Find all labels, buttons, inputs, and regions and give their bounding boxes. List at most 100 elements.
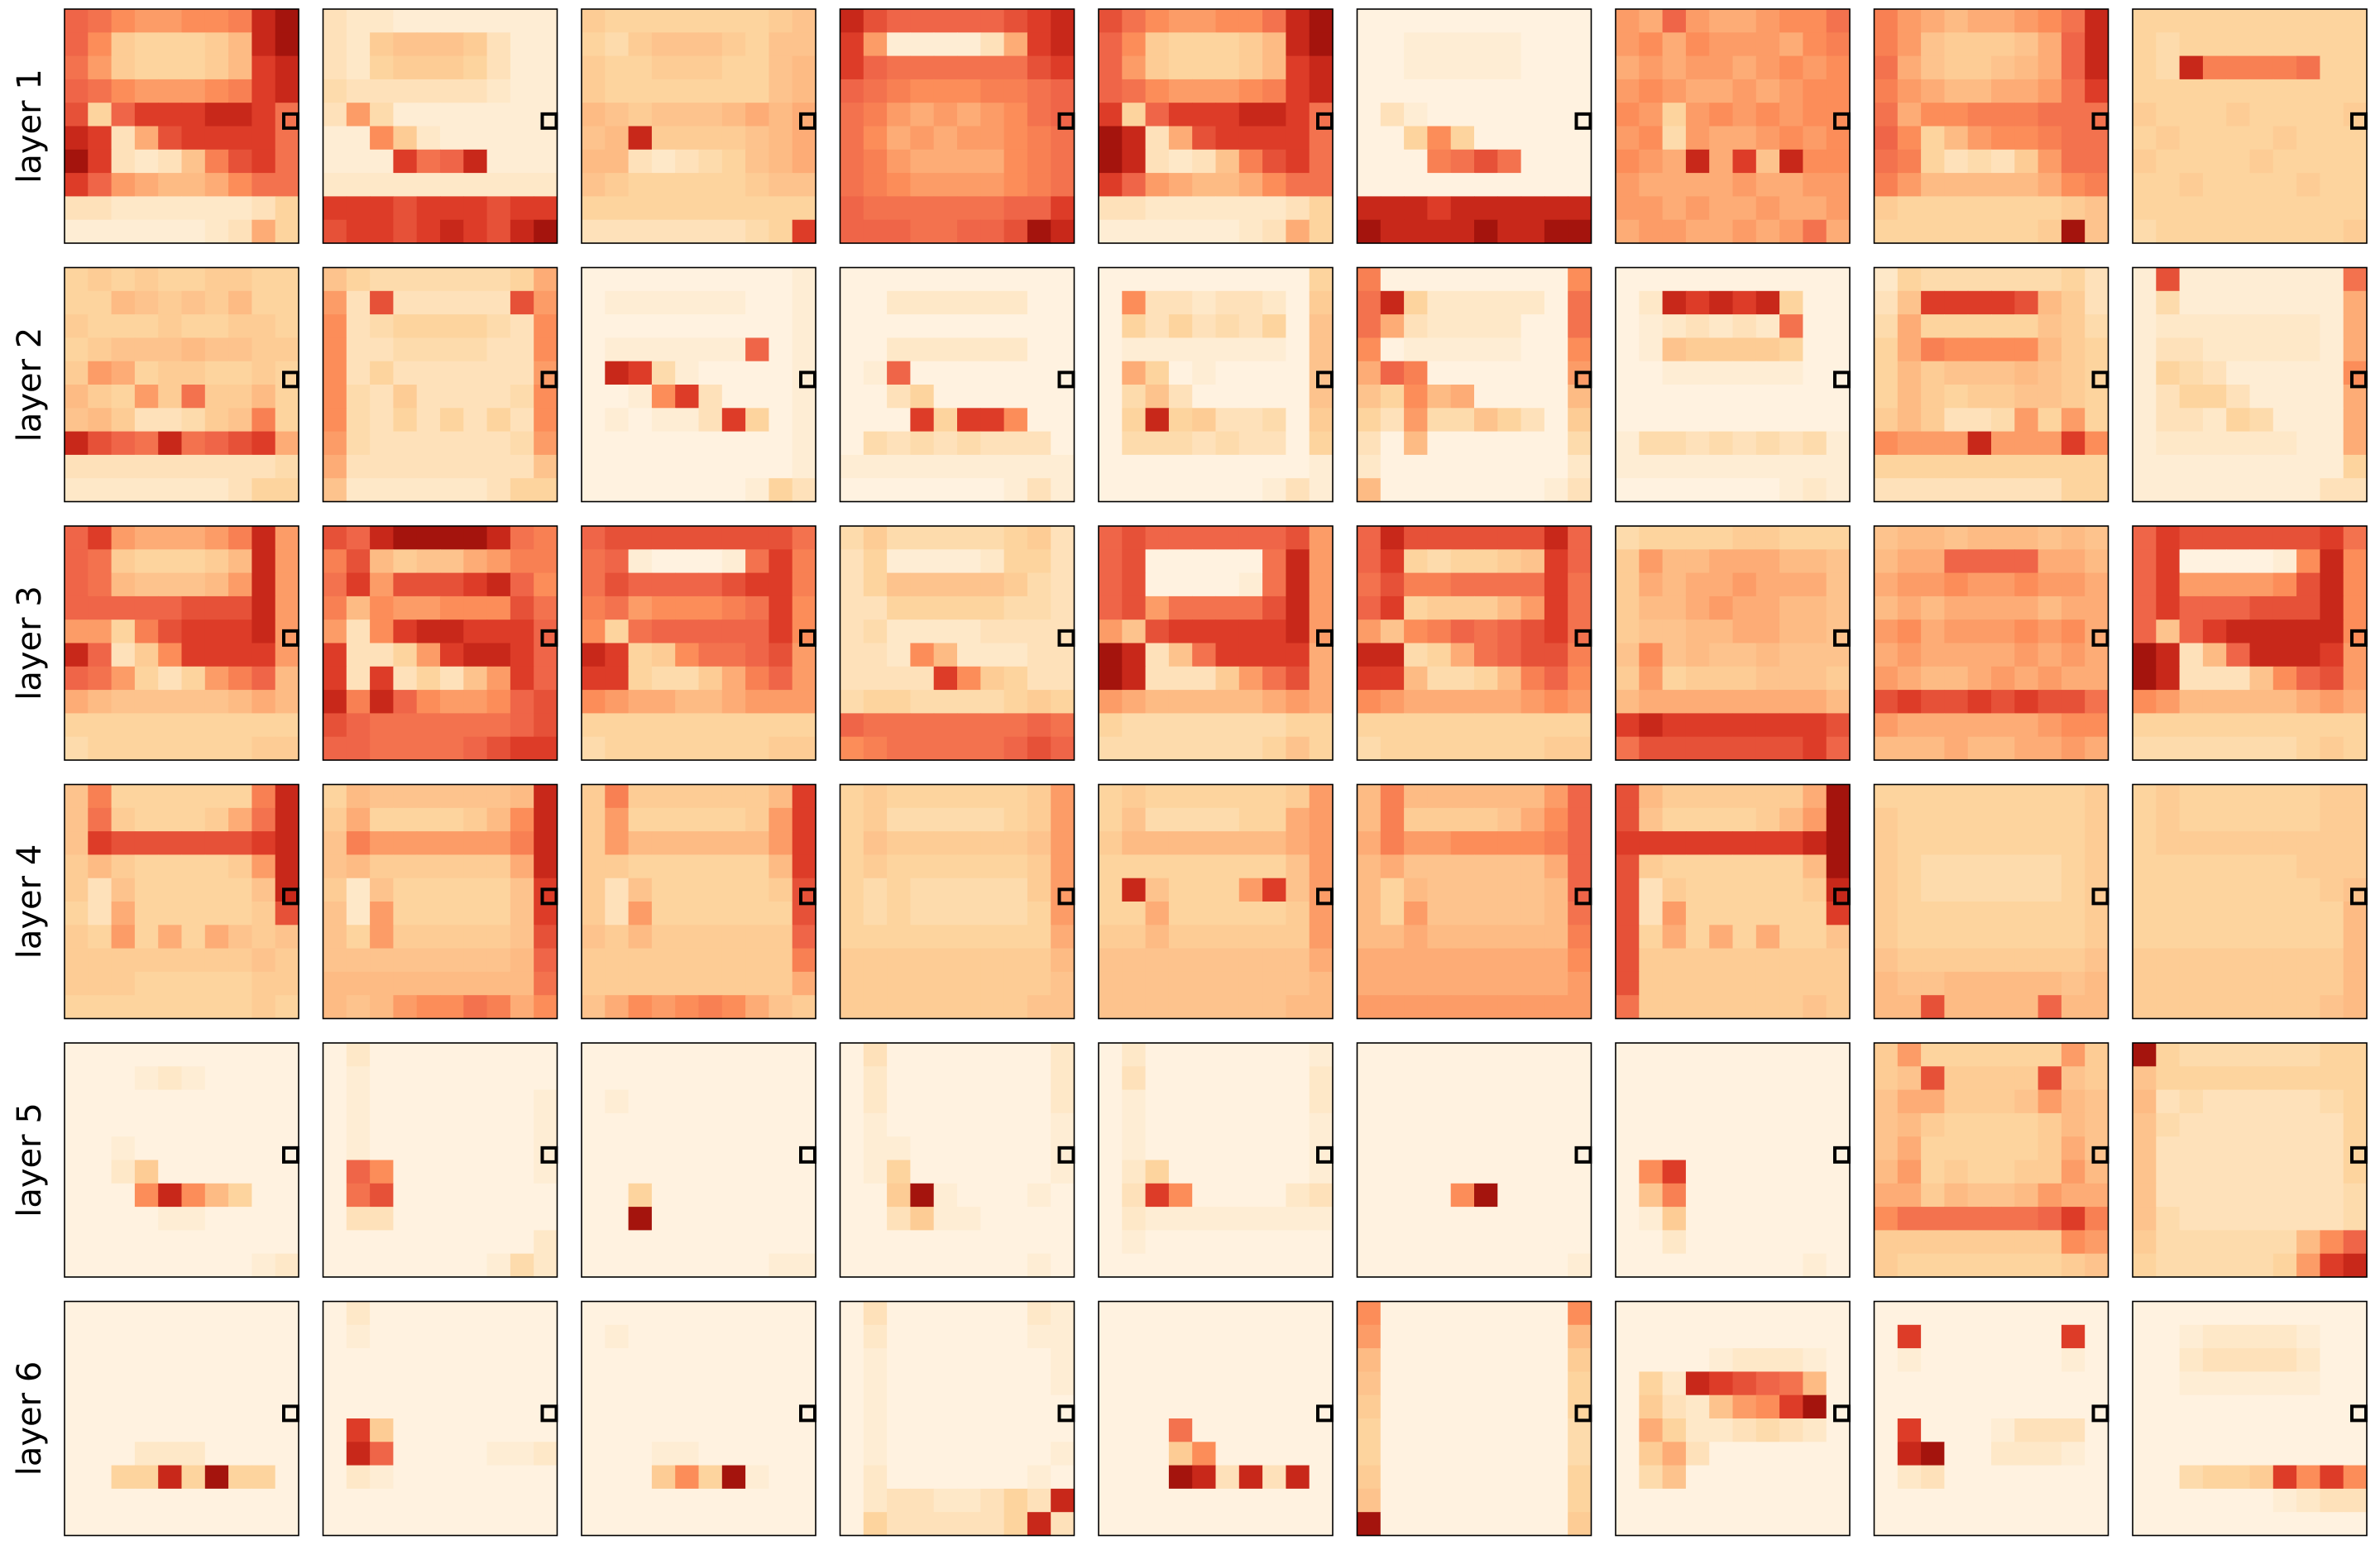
heatmap-cell — [1380, 1136, 1405, 1161]
heatmap-cell — [204, 454, 229, 479]
heatmap-cell — [2343, 854, 2368, 879]
heatmap-cell — [393, 478, 418, 503]
heatmap-panel-layer3-head8 — [1873, 525, 2109, 761]
heatmap-cell — [980, 337, 1005, 362]
heatmap-cell — [181, 9, 206, 33]
query-marker-box — [282, 371, 299, 389]
heatmap-cell — [228, 572, 252, 597]
heatmap-cell — [1145, 103, 1170, 127]
heatmap-cell — [1122, 290, 1147, 315]
heatmap-cell — [1755, 1207, 1780, 1231]
heatmap-cell — [2296, 1230, 2320, 1255]
heatmap-cell — [228, 1465, 252, 1490]
heatmap-cell — [1991, 995, 2015, 1020]
heatmap-cell — [1639, 807, 1664, 832]
heatmap-cell — [1003, 1160, 1028, 1184]
heatmap-cell — [1544, 995, 1568, 1020]
heatmap-cell — [1099, 1160, 1123, 1184]
heatmap-cell — [1967, 1207, 1992, 1231]
heatmap-cell — [1779, 196, 1803, 221]
heatmap-cell — [2202, 831, 2227, 855]
heatmap-cell — [957, 948, 981, 973]
heatmap-cell — [486, 878, 511, 902]
heatmap-cell — [1027, 925, 1051, 949]
heatmap-cell — [651, 1207, 676, 1231]
heatmap-cell — [65, 1442, 89, 1466]
heatmap-cell — [605, 1465, 630, 1490]
heatmap-cell — [88, 1465, 113, 1490]
heatmap-cell — [2343, 149, 2368, 174]
heatmap-cell — [416, 1136, 441, 1161]
heatmap-cell — [1826, 196, 1851, 221]
heatmap-cell — [887, 478, 911, 503]
heatmap-cell — [2133, 267, 2157, 292]
heatmap-cell — [463, 149, 488, 174]
heatmap-cell — [628, 854, 653, 879]
heatmap-cell — [863, 1160, 888, 1184]
heatmap-cell — [486, 619, 511, 644]
heatmap-cell — [792, 337, 816, 362]
heatmap-cell — [1404, 1183, 1428, 1208]
heatmap-cell — [651, 666, 676, 691]
heatmap-cell — [228, 854, 252, 879]
heatmap-cell — [582, 32, 606, 57]
heatmap-cell — [275, 1418, 299, 1442]
heatmap-cell — [1732, 690, 1757, 714]
heatmap-cell — [416, 925, 441, 949]
heatmap-cell — [1639, 1089, 1664, 1114]
heatmap-cell — [1003, 995, 1028, 1020]
heatmap-cell — [1122, 1183, 1147, 1208]
heatmap-cell — [840, 1207, 864, 1231]
heatmap-cell — [134, 196, 159, 221]
heatmap-cell — [1662, 854, 1687, 879]
heatmap-cell — [2061, 314, 2085, 338]
heatmap-cell — [1639, 361, 1664, 385]
heatmap-cell — [792, 831, 816, 855]
heatmap-cell — [721, 1230, 746, 1255]
heatmap-cell — [2202, 690, 2227, 714]
heatmap-cell — [416, 1512, 441, 1537]
heatmap-cell — [2296, 713, 2320, 738]
heatmap-cell — [675, 1089, 700, 1114]
heatmap-cell — [158, 643, 183, 667]
heatmap-cell — [275, 267, 299, 292]
heatmap-cell — [1450, 784, 1475, 809]
heatmap-cell — [1616, 572, 1640, 597]
heatmap-cell — [910, 361, 935, 385]
heatmap-cell — [228, 713, 252, 738]
heatmap-cell — [181, 619, 206, 644]
heatmap-cell — [486, 385, 511, 409]
heatmap-cell — [2249, 1253, 2274, 1278]
heatmap-cell — [1404, 572, 1428, 597]
heatmap-cell — [1616, 1136, 1640, 1161]
heatmap-panel-layer5-head9 — [2132, 1042, 2368, 1278]
heatmap-cell — [721, 1465, 746, 1490]
heatmap-cell — [2156, 971, 2181, 996]
heatmap-cell — [134, 1348, 159, 1372]
heatmap-cell — [323, 807, 347, 832]
heatmap-cell — [534, 431, 558, 456]
heatmap-cell — [2061, 79, 2085, 103]
heatmap-cell — [1826, 267, 1851, 292]
heatmap-cell — [2156, 1207, 2181, 1231]
heatmap-cell — [582, 1301, 606, 1326]
heatmap-cell — [1991, 971, 2015, 996]
heatmap-cell — [65, 9, 89, 33]
heatmap-cell — [1051, 1112, 1075, 1137]
heatmap-cell — [1944, 854, 1969, 879]
heatmap-cell — [534, 948, 558, 973]
heatmap-cell — [1427, 549, 1452, 574]
heatmap-cell — [65, 1136, 89, 1161]
heatmap-cell — [1897, 831, 1922, 855]
heatmap-cell — [1803, 596, 1827, 620]
heatmap-cell — [228, 79, 252, 103]
heatmap-cell — [370, 1043, 394, 1067]
heatmap-cell — [1967, 9, 1992, 33]
heatmap-cell — [887, 995, 911, 1020]
heatmap-cell — [1027, 314, 1051, 338]
heatmap-cell — [910, 1324, 935, 1349]
heatmap-cell — [510, 1160, 534, 1184]
heatmap-cell — [1122, 526, 1147, 550]
heatmap-cell — [1122, 1230, 1147, 1255]
heatmap-cell — [393, 666, 418, 691]
